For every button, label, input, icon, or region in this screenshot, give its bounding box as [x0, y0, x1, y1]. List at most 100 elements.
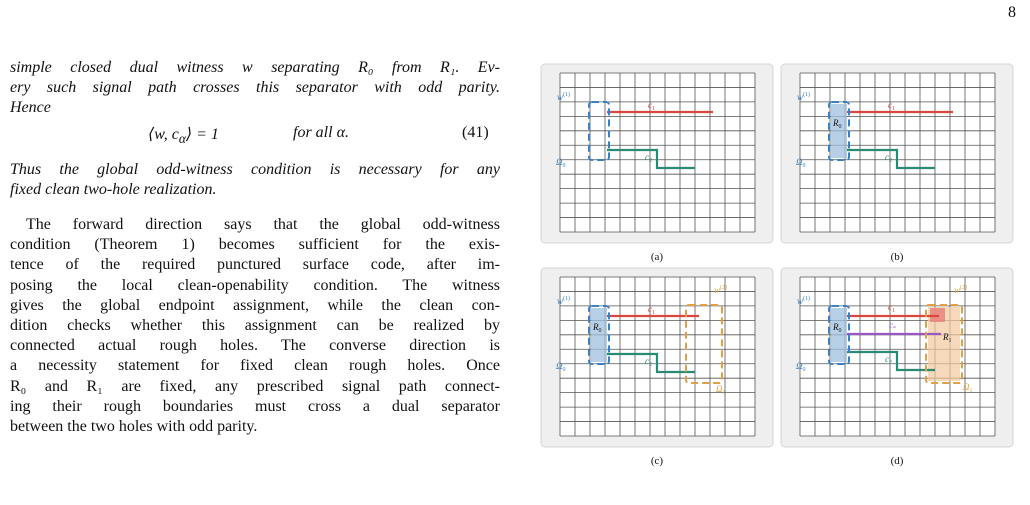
- text-line: ery such signal path crosses this separa…: [10, 79, 500, 96]
- label-sup: (1): [803, 91, 810, 98]
- label-sub: 0: [803, 163, 806, 169]
- figure-caption: (a): [651, 251, 664, 263]
- label-base: Ω: [716, 384, 723, 394]
- text-line: a necessity statement for fixed clean ro…: [10, 357, 500, 375]
- text-line: connected actual rough holes. The conver…: [10, 337, 500, 355]
- label-base: c: [889, 320, 893, 330]
- label-base: Ω: [796, 361, 803, 371]
- label-base: c: [645, 152, 649, 162]
- label-sub: 1: [949, 338, 952, 344]
- figure-label: c1: [888, 302, 895, 314]
- label-base: Ω: [963, 382, 970, 392]
- figure-label: w(2): [954, 284, 967, 295]
- label-base: c: [888, 302, 892, 312]
- figure-label: w(1): [797, 295, 810, 306]
- figure-label: R0: [832, 118, 842, 130]
- figure-caption: (d): [891, 455, 904, 467]
- label-base: c: [648, 304, 652, 314]
- figure-label: w(1): [557, 91, 570, 102]
- text-line: fixed clean two-hole realization.: [10, 181, 217, 198]
- figure-label: Ω0: [796, 361, 806, 373]
- path-c2: [847, 148, 935, 170]
- label-base: c: [645, 356, 649, 366]
- text-line: posing the local clean-openability condi…: [10, 276, 500, 294]
- eq-sub: α: [178, 131, 186, 147]
- text-line: condition (Theorem 1) becomes sufficient…: [10, 236, 500, 254]
- figure-label: c2: [885, 152, 892, 164]
- figure-label: Ω0: [556, 361, 566, 373]
- figure-label: c2: [645, 152, 652, 164]
- label-base: c: [885, 152, 889, 162]
- label-base: R: [832, 322, 839, 332]
- label-base: R: [832, 118, 839, 128]
- text-line: ing their rough boundaries must cross a …: [10, 397, 500, 415]
- figure-label: c1: [888, 100, 895, 112]
- text-line: Thus the global odd-witness condition is…: [10, 161, 500, 178]
- figure-label: R0: [832, 322, 842, 334]
- label-base: w: [557, 92, 563, 102]
- label-base: R: [942, 332, 949, 342]
- eq-lhs: ⟨w, c: [148, 126, 179, 143]
- figure-caption: (c): [651, 455, 664, 467]
- figure-label: R1: [942, 332, 952, 344]
- label-base: w: [557, 296, 563, 306]
- path-c2: [607, 352, 695, 374]
- label-base: c: [885, 354, 889, 364]
- hole-shade: [831, 308, 847, 362]
- label-base: w: [954, 285, 960, 295]
- label-sub: 1: [652, 106, 655, 112]
- eq-rhs: ⟩ = 1: [185, 126, 219, 143]
- label-sup: (2): [960, 284, 967, 291]
- text-line: The forward direction says that the glob…: [26, 216, 500, 233]
- label-sub: *: [893, 326, 896, 332]
- text-line: gives the global endpoint assignment, wh…: [10, 296, 500, 314]
- page-number: 8: [1008, 4, 1016, 21]
- witness-box: [828, 305, 850, 365]
- path-c2: [847, 350, 935, 372]
- label-sub: 0: [563, 367, 566, 373]
- figure-caption: (b): [891, 251, 904, 263]
- eq-cond: for all α.: [293, 124, 349, 141]
- label-base: Ω: [796, 157, 803, 167]
- figure-label: Ω0: [796, 157, 806, 169]
- label-sub: 2: [889, 360, 892, 366]
- figure-label: Ω1: [716, 384, 726, 396]
- label-sup: (1): [803, 295, 810, 302]
- label-sub: 1: [892, 308, 895, 314]
- hole-shade: [591, 308, 607, 362]
- text-line: R₀ and R₁ are fixed, any prescribed sign…: [10, 377, 500, 395]
- label-sub: 2: [649, 362, 652, 368]
- figure-label: c2: [645, 356, 652, 368]
- label-base: w: [797, 296, 803, 306]
- label-base: R: [592, 322, 599, 332]
- text-line: between the two holes with odd parity.: [10, 418, 258, 435]
- label-sub: 2: [649, 158, 652, 164]
- figure-label: c2: [885, 354, 892, 366]
- figure-label: Ω1: [963, 382, 973, 394]
- label-sub: 0: [839, 124, 842, 130]
- label-sub: 0: [599, 328, 602, 334]
- equation: ⟨w, cα⟩ = 1 for all α. (41): [10, 124, 500, 146]
- figure-label: c1: [648, 304, 655, 316]
- witness-box: [925, 304, 963, 384]
- label-sub: 0: [839, 328, 842, 334]
- label-sub: 1: [652, 310, 655, 316]
- label-base: c: [648, 100, 652, 110]
- figure-label: c*: [889, 320, 896, 332]
- label-base: Ω: [556, 157, 563, 167]
- witness-box: [588, 305, 610, 365]
- hole-shade: [831, 104, 847, 158]
- label-sub: 1: [892, 106, 895, 112]
- label-sub: 0: [803, 367, 806, 373]
- label-sub: 1: [970, 388, 973, 394]
- figure-label: w(1): [797, 91, 810, 102]
- label-base: w: [714, 285, 720, 295]
- text-line: dition checks whether this assignment ca…: [10, 317, 500, 334]
- witness-box: [685, 304, 723, 384]
- figure-label: Ω0: [556, 157, 566, 169]
- label-sup: (1): [563, 295, 570, 302]
